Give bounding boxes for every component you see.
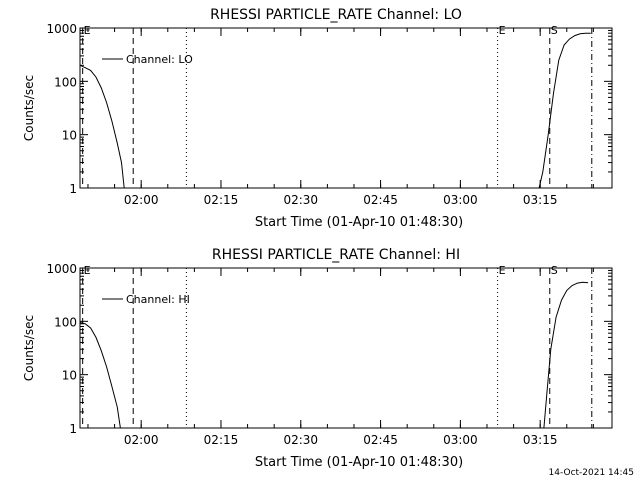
chart-title: RHESSI PARTICLE_RATE Channel: HI (212, 247, 460, 263)
chart-title: RHESSI PARTICLE_RATE Channel: LO (210, 7, 462, 23)
x-tick-label: 02:30 (283, 433, 318, 447)
lo-channel-panel: RHESSI PARTICLE_RATE Channel: LO Counts/s… (22, 7, 613, 230)
hi-channel-panel: RHESSI PARTICLE_RATE Channel: HI Counts/s… (22, 247, 613, 470)
y-tick-label: 10 (62, 369, 77, 383)
x-tick-label: 02:00 (124, 433, 159, 447)
data-series-line (79, 64, 125, 189)
y-tick-label: 100 (54, 315, 77, 329)
x-tick-label: 03:00 (443, 193, 478, 207)
x-tick-label: 02:45 (363, 433, 398, 447)
x-axis-label: Start Time (01-Apr-10 01:48:30) (255, 455, 463, 470)
data-series-line (79, 322, 121, 429)
plot-frame (79, 267, 613, 429)
y-axis-label: Counts/sec (22, 315, 36, 381)
generation-timestamp: 14-Oct-2021 14:45 (548, 468, 634, 478)
y-tick-label: 1000 (46, 262, 77, 276)
x-tick-label: 03:15 (523, 193, 558, 207)
event-marker-label: E (84, 264, 91, 277)
legend-label: Channel: HI (126, 293, 190, 306)
event-marker-label: S (551, 24, 558, 37)
event-marker-label: E (499, 264, 506, 277)
x-tick-label: 03:15 (523, 433, 558, 447)
y-tick-label: 10 (62, 129, 77, 143)
y-axis-label: Counts/sec (22, 75, 36, 141)
y-tick-label: 1 (69, 182, 77, 196)
y-tick-label: 100 (54, 75, 77, 89)
event-marker-label: E (84, 24, 91, 37)
plot-frame (79, 27, 613, 189)
x-tick-label: 02:00 (124, 193, 159, 207)
x-tick-label: 02:15 (204, 193, 239, 207)
x-axis-label: Start Time (01-Apr-10 01:48:30) (255, 215, 463, 230)
legend-label: Channel: LO (126, 53, 193, 66)
data-series-line (543, 281, 589, 429)
x-tick-label: 02:30 (283, 193, 318, 207)
y-tick-label: 1000 (46, 22, 77, 36)
y-tick-label: 1 (69, 422, 77, 436)
x-tick-label: 02:45 (363, 193, 398, 207)
event-marker-label: S (551, 264, 558, 277)
event-marker-label: E (499, 24, 506, 37)
x-tick-label: 03:00 (443, 433, 478, 447)
x-tick-label: 02:15 (204, 433, 239, 447)
data-series-line (538, 32, 591, 189)
